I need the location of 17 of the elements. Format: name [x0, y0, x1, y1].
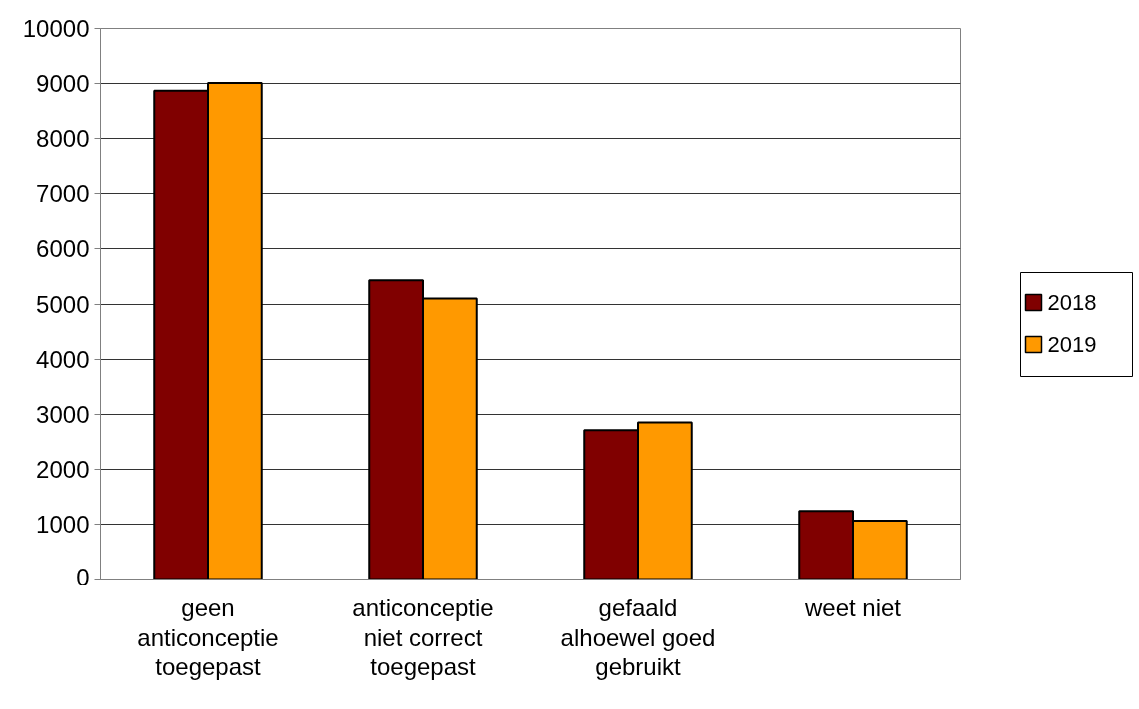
x-tick-label: weet niet	[803, 593, 902, 621]
y-tick-label: 6000	[36, 235, 90, 263]
y-tick-label: 8000	[36, 125, 90, 153]
y-tick-label: 7000	[36, 180, 90, 208]
y-tick-label: 1000	[36, 510, 90, 538]
x-tick-label: gefaald alhoewel goed gebruikt	[560, 593, 716, 681]
y-tick-label: 2000	[36, 455, 90, 483]
y-tick-label: 10000	[22, 15, 90, 42]
y-tick-label: 3000	[36, 400, 90, 428]
x-tick-label: anticonceptie niet correct toegepast	[352, 593, 494, 681]
legend-label: 2019	[1047, 332, 1097, 357]
y-tick-label: 0	[76, 563, 90, 591]
y-tick-label: 9000	[36, 70, 90, 98]
y-tick-label: 5000	[36, 290, 90, 318]
x-tick-label: geen anticonceptie toegepast	[137, 593, 279, 681]
y-tick-label: 4000	[36, 345, 90, 373]
legend-label: 2018	[1047, 290, 1097, 315]
